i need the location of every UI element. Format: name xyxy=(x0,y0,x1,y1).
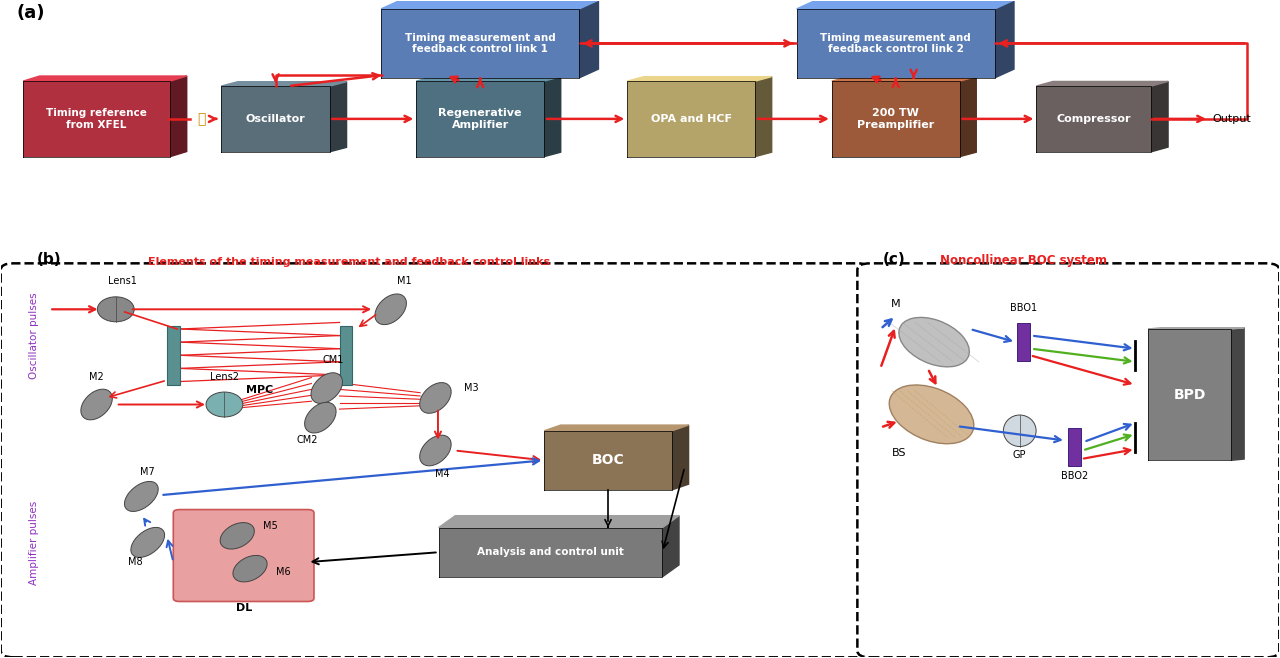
Text: Lens1: Lens1 xyxy=(108,276,137,286)
Text: M1: M1 xyxy=(397,276,412,286)
Bar xyxy=(1037,86,1152,152)
Bar xyxy=(23,81,170,157)
Text: M5: M5 xyxy=(262,521,278,531)
Text: M8: M8 xyxy=(128,557,142,567)
Text: M2: M2 xyxy=(90,372,104,382)
Bar xyxy=(416,81,544,157)
FancyBboxPatch shape xyxy=(1,263,870,657)
Bar xyxy=(381,9,580,78)
Text: CM2: CM2 xyxy=(297,434,319,445)
Polygon shape xyxy=(627,77,772,81)
Text: BBO2: BBO2 xyxy=(1061,470,1088,481)
Ellipse shape xyxy=(233,555,268,582)
Text: Oscillator: Oscillator xyxy=(246,114,306,124)
Bar xyxy=(1018,323,1030,361)
Ellipse shape xyxy=(1004,415,1036,447)
Text: DL: DL xyxy=(236,603,252,613)
Bar xyxy=(339,326,352,385)
Text: Oscillator pulses: Oscillator pulses xyxy=(29,292,38,379)
Text: Analysis and control unit: Analysis and control unit xyxy=(477,547,623,557)
Bar xyxy=(1148,329,1231,461)
Text: BBO1: BBO1 xyxy=(1010,303,1037,313)
Polygon shape xyxy=(439,516,678,528)
Bar xyxy=(627,81,755,157)
Polygon shape xyxy=(832,77,977,81)
Text: OPA and HCF: OPA and HCF xyxy=(650,114,732,124)
Polygon shape xyxy=(1037,82,1169,86)
Text: Compressor: Compressor xyxy=(1057,114,1132,124)
Polygon shape xyxy=(544,77,561,157)
Text: Regenerative
Amplifier: Regenerative Amplifier xyxy=(439,108,522,130)
Polygon shape xyxy=(170,76,187,157)
Polygon shape xyxy=(1152,82,1169,152)
Ellipse shape xyxy=(220,522,255,549)
Text: (b): (b) xyxy=(37,251,61,266)
Polygon shape xyxy=(796,0,1014,9)
Polygon shape xyxy=(381,0,599,9)
Text: Amplifier pulses: Amplifier pulses xyxy=(29,500,38,584)
Polygon shape xyxy=(1231,328,1244,461)
Bar xyxy=(544,431,672,490)
Text: BPD: BPD xyxy=(1174,388,1206,401)
Polygon shape xyxy=(544,425,689,431)
FancyBboxPatch shape xyxy=(173,509,314,601)
Bar xyxy=(796,9,995,78)
Text: (c): (c) xyxy=(883,251,906,266)
Text: Output: Output xyxy=(1213,114,1252,124)
Bar xyxy=(221,86,330,152)
Ellipse shape xyxy=(206,392,243,417)
Text: 🔒: 🔒 xyxy=(197,112,206,126)
Ellipse shape xyxy=(124,482,159,511)
Bar xyxy=(832,81,960,157)
Ellipse shape xyxy=(899,317,969,367)
Polygon shape xyxy=(580,0,599,78)
Text: M4: M4 xyxy=(434,468,449,479)
Text: Lens2: Lens2 xyxy=(210,372,239,382)
Polygon shape xyxy=(960,77,977,157)
Text: 200 TW
Preamplifier: 200 TW Preamplifier xyxy=(858,108,934,130)
Ellipse shape xyxy=(97,297,134,322)
Bar xyxy=(1069,428,1082,467)
FancyBboxPatch shape xyxy=(858,263,1279,657)
Ellipse shape xyxy=(375,294,407,324)
Text: M7: M7 xyxy=(141,467,155,478)
Text: M6: M6 xyxy=(275,567,291,577)
Ellipse shape xyxy=(420,382,451,413)
Text: Timing measurement and
feedback control link 1: Timing measurement and feedback control … xyxy=(404,33,556,54)
Ellipse shape xyxy=(131,527,165,557)
Text: MPC: MPC xyxy=(246,386,273,395)
Polygon shape xyxy=(672,425,689,490)
Text: CM1: CM1 xyxy=(323,355,344,365)
Bar xyxy=(166,326,179,385)
Ellipse shape xyxy=(81,389,113,420)
Bar xyxy=(439,528,662,577)
Text: M3: M3 xyxy=(463,384,479,393)
Polygon shape xyxy=(662,516,678,577)
Text: Timing reference
from XFEL: Timing reference from XFEL xyxy=(46,108,147,130)
Text: Noncollinear BOC system: Noncollinear BOC system xyxy=(941,253,1107,266)
Text: M: M xyxy=(891,299,901,309)
Text: Timing measurement and
feedback control link 2: Timing measurement and feedback control … xyxy=(820,33,972,54)
Polygon shape xyxy=(23,76,187,81)
Text: BS: BS xyxy=(892,447,906,458)
Polygon shape xyxy=(221,82,347,86)
Text: (a): (a) xyxy=(17,4,45,22)
Polygon shape xyxy=(416,77,561,81)
Polygon shape xyxy=(1148,328,1244,329)
Text: Elements of the timing measurement and feedback control links: Elements of the timing measurement and f… xyxy=(147,257,550,266)
Polygon shape xyxy=(995,0,1014,78)
Ellipse shape xyxy=(305,402,337,433)
Ellipse shape xyxy=(420,435,451,466)
Text: BOC: BOC xyxy=(591,453,625,467)
Text: GP: GP xyxy=(1012,450,1027,461)
Ellipse shape xyxy=(311,373,343,403)
Ellipse shape xyxy=(890,385,974,443)
Polygon shape xyxy=(755,77,772,157)
Polygon shape xyxy=(330,82,347,152)
